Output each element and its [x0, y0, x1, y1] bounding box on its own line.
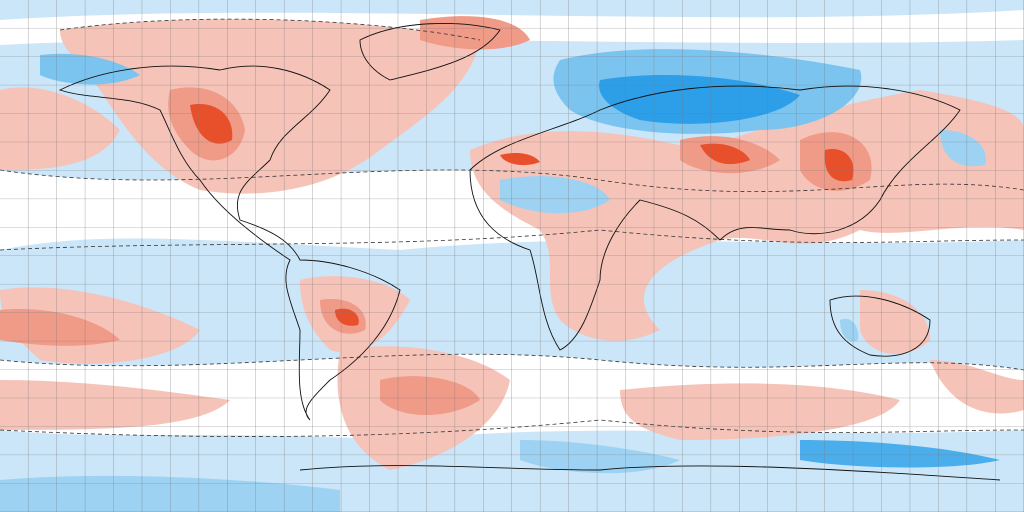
anomaly-map — [0, 0, 1024, 512]
page — [0, 0, 1024, 512]
graticule — [0, 0, 1024, 512]
